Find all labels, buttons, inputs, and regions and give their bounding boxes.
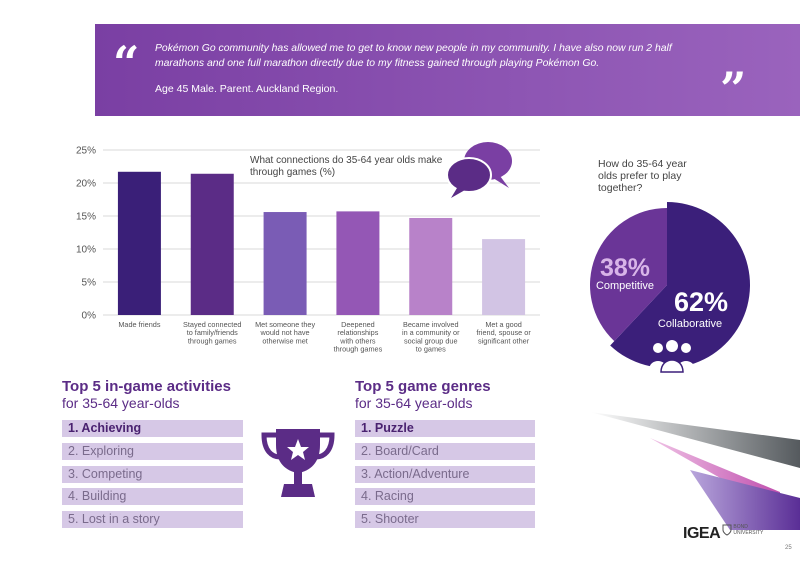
pie-percent-label: 62% [674, 287, 728, 317]
genre-item: 4. Racing [355, 488, 535, 506]
x-tick-label: Stayed connected to family/friends through… [183, 320, 241, 345]
y-tick-label: 20% [76, 179, 96, 190]
x-tick-label: Met someone they would not have otherwise … [255, 320, 315, 345]
bond-crest-icon [722, 524, 732, 536]
x-tick-label: Became involved in a community or social g… [402, 320, 460, 354]
bond-university-text: BOND UNIVERSITY [733, 524, 764, 536]
bar [190, 173, 234, 315]
pie-slice-label: Collaborative [658, 318, 722, 330]
x-tick-label: Made friends [118, 320, 161, 329]
open-quote-icon: “ [113, 36, 140, 90]
bar [117, 171, 161, 315]
y-tick-label: 10% [76, 245, 96, 256]
y-tick-label: 0% [82, 311, 97, 322]
quote-banner [95, 24, 800, 116]
pie-slice-label: Competitive [596, 280, 654, 292]
chart-title: What connections do 35-64 year olds make… [250, 155, 443, 178]
genres-subtitle: for 35-64 year-olds [355, 395, 473, 411]
bond-university-logo: BOND UNIVERSITY [722, 524, 769, 536]
quote-attribution: Age 45 Male. Parent. Auckland Region. [155, 83, 339, 95]
bar [482, 239, 526, 315]
y-tick-label: 25% [76, 146, 96, 157]
bar [409, 217, 453, 315]
y-tick-label: 15% [76, 212, 96, 223]
play-preference-pie: 62%Collaborative 38%Competitive [590, 202, 750, 373]
activities-subtitle: for 35-64 year-olds [62, 395, 180, 411]
speech-bubbles-icon [446, 142, 512, 198]
genre-item: 3. Action/Adventure [355, 465, 535, 483]
connections-bar-chart: 0% 5% 10% 15% 20% 25% Made friends Stayed conne… [76, 146, 540, 354]
y-tick-label: 5% [82, 278, 97, 289]
activity-item: 1. Achieving [62, 420, 243, 437]
decorative-stripes [590, 412, 800, 530]
genre-item: 1. Puzzle [355, 420, 535, 437]
genre-item: 5. Shooter [355, 511, 535, 529]
pie-slice-competitive [590, 208, 667, 342]
activity-item: 5. Lost in a story [62, 511, 243, 529]
pie-question: How do 35-64 year olds prefer to play to… [598, 158, 687, 194]
quote-text: Pokémon Go community has allowed me to g… [155, 43, 672, 69]
page-number: 25 [785, 545, 792, 551]
x-tick-label: Deepened relationships with others through … [334, 320, 383, 354]
people-icon [649, 340, 695, 373]
x-tick-label: Met a good friend, spouse or significant o… [476, 320, 531, 345]
activities-title: Top 5 in-game activities [62, 378, 231, 395]
bar [263, 212, 307, 315]
pie-percent-label: 38% [600, 254, 650, 282]
genre-item: 2. Board/Card [355, 442, 535, 460]
activity-item: 2. Exploring [62, 442, 243, 460]
genres-title: Top 5 game genres [355, 378, 491, 395]
bar [336, 211, 380, 315]
trophy-icon [261, 429, 335, 497]
activity-item: 4. Building [62, 488, 243, 506]
close-quote-icon: ” [720, 62, 747, 116]
activity-item: 3. Competing [62, 465, 243, 483]
pie-slice-collaborative [610, 202, 750, 368]
igea-logo: IGEA [683, 525, 721, 542]
